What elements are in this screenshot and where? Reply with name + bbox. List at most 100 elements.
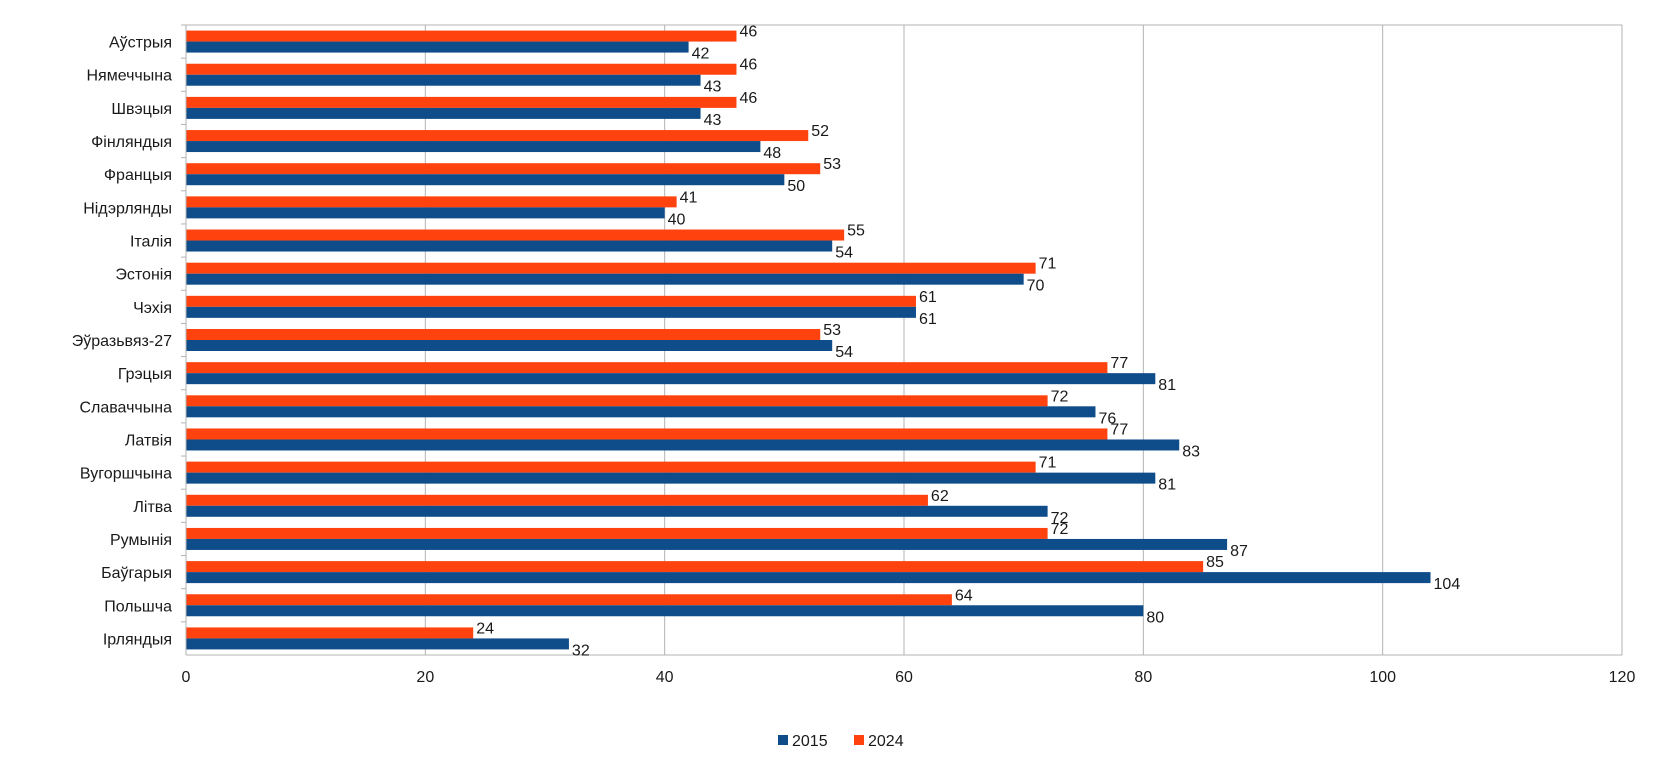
data-label-2024-4: 52 (811, 123, 829, 140)
bar-2015-18 (186, 605, 1144, 617)
data-label-2024-11: 77 (1110, 355, 1128, 372)
bar-2024-18 (186, 594, 952, 606)
category-label-7: Італія (130, 234, 172, 251)
category-label-13: Латвія (125, 432, 172, 449)
category-label-10: Эўразьвяз-27 (72, 333, 172, 350)
data-label-2015-10: 54 (835, 344, 853, 361)
bar-2015-6 (186, 207, 665, 219)
bar-2024-11 (186, 362, 1108, 374)
bar-2024-9 (186, 295, 916, 307)
bar-2024-16 (186, 527, 1048, 539)
bar-2024-15 (186, 494, 928, 506)
data-label-2015-18: 80 (1146, 609, 1164, 626)
bar-2024-4 (186, 130, 809, 142)
category-label-11: Грэцыя (118, 366, 172, 383)
x-tick-label-60: 60 (895, 669, 913, 686)
x-tick-label-120: 120 (1609, 669, 1636, 686)
category-label-18: Польшча (104, 598, 172, 615)
bar-2024-17 (186, 561, 1204, 573)
bar-2024-2 (186, 63, 737, 75)
category-label-16: Румынія (110, 532, 172, 549)
legend-swatch-2024 (854, 735, 864, 745)
data-label-2024-18: 64 (955, 587, 973, 604)
bar-2015-1 (186, 41, 689, 53)
bar-2015-19 (186, 638, 569, 650)
bar-2015-4 (186, 141, 761, 153)
data-label-2024-16: 72 (1051, 521, 1069, 538)
data-label-2024-17: 85 (1206, 554, 1224, 571)
x-tick-label-20: 20 (416, 669, 434, 686)
bar-2015-14 (186, 472, 1156, 484)
data-label-2024-14: 71 (1039, 455, 1057, 472)
data-label-2015-3: 43 (704, 112, 722, 129)
bar-2015-9 (186, 306, 916, 318)
data-label-2015-15: 72 (1051, 510, 1069, 527)
bar-2015-17 (186, 572, 1431, 584)
bar-2015-11 (186, 373, 1156, 385)
category-label-19: Ірляндыя (103, 631, 172, 648)
x-tick-label-100: 100 (1369, 669, 1396, 686)
data-label-2015-8: 70 (1027, 278, 1045, 295)
data-label-2015-9: 61 (919, 311, 937, 328)
category-label-3: Швэцыя (111, 101, 172, 118)
bars (186, 30, 1431, 650)
data-label-2024-15: 62 (931, 488, 949, 505)
data-label-2024-13: 77 (1110, 421, 1128, 438)
category-label-6: Нідэрлянды (83, 200, 172, 217)
category-label-15: Літва (133, 499, 172, 516)
bar-2015-3 (186, 107, 701, 119)
category-label-1: Аўстрыя (109, 35, 172, 52)
data-label-2015-6: 40 (668, 211, 686, 228)
category-labels: Аўстрыя Нямеччына Швэцыя Фінляндыя Францыя Ні… (72, 35, 172, 649)
data-label-2024-3: 46 (739, 90, 757, 107)
bar-2015-5 (186, 174, 785, 186)
data-label-2015-11: 81 (1158, 377, 1176, 394)
data-label-2024-5: 53 (823, 156, 841, 173)
data-label-2024-12: 72 (1051, 388, 1069, 405)
bar-2024-14 (186, 461, 1036, 473)
data-label-2024-7: 55 (847, 223, 865, 240)
bar-2015-10 (186, 340, 833, 351)
bar-2024-3 (186, 96, 737, 108)
bar-2015-15 (186, 505, 1048, 517)
category-label-2: Нямеччына (87, 68, 173, 85)
x-tick-label-0: 0 (182, 669, 191, 686)
bar-2024-19 (186, 627, 474, 639)
bar-2024-6 (186, 196, 677, 208)
data-labels: 46 42 46 43 46 43 52 48 53 50 41 40 55 54 71 70 61 61 53 54… (476, 24, 1460, 660)
bar-2024-8 (186, 262, 1036, 274)
bar-2024-13 (186, 428, 1108, 440)
axes (181, 24, 1622, 656)
data-label-2024-8: 71 (1039, 256, 1057, 273)
category-label-5: Францыя (104, 167, 172, 184)
data-label-2015-7: 54 (835, 245, 853, 262)
data-label-2015-16: 87 (1230, 543, 1248, 560)
data-label-2015-1: 42 (692, 46, 710, 63)
bar-2024-12 (186, 395, 1048, 407)
data-label-2015-13: 83 (1182, 443, 1200, 460)
tick-labels: 0 20 40 60 80 100 120 (182, 669, 1636, 686)
data-label-2024-10: 53 (823, 322, 841, 339)
data-label-2015-14: 81 (1158, 477, 1176, 494)
category-label-8: Эстонія (115, 267, 172, 284)
legend-label-2015: 2015 (792, 733, 828, 750)
x-tick-label-80: 80 (1134, 669, 1152, 686)
data-label-2024-19: 24 (476, 620, 494, 637)
legend: 2015 2024 (778, 733, 904, 750)
bar-2024-1 (186, 30, 737, 42)
bar-2015-12 (186, 406, 1096, 418)
bar-2015-16 (186, 538, 1228, 550)
bar-2015-8 (186, 273, 1024, 285)
data-label-2015-4: 48 (763, 145, 781, 162)
category-label-4: Фінляндыя (91, 134, 172, 151)
legend-label-2024: 2024 (868, 733, 904, 750)
bar-2024-5 (186, 163, 821, 175)
data-label-2024-1: 46 (739, 24, 757, 41)
bar-2015-7 (186, 240, 833, 252)
category-label-14: Вугоршчына (80, 466, 172, 483)
bar-2024-7 (186, 229, 845, 241)
data-label-2015-12: 76 (1098, 410, 1116, 427)
data-label-2015-17: 104 (1434, 576, 1461, 593)
category-label-17: Баўгарыя (101, 565, 172, 582)
